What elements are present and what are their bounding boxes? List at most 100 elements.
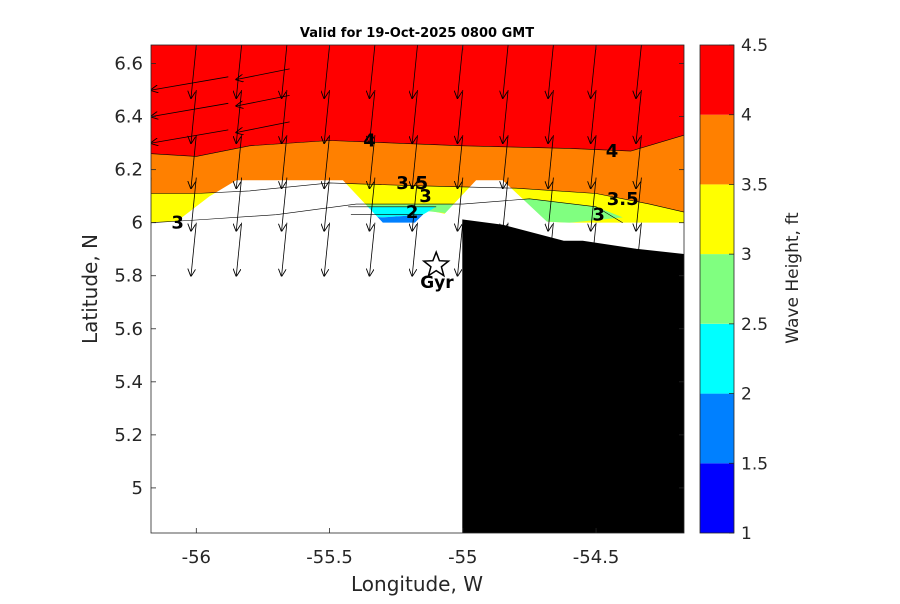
wave-vector [370, 90, 376, 143]
axes: -56 -55.5 -55 -54.5 5 5.2 5.4 5.6 5.8 6 6.2 6.4 6.6 [114, 45, 684, 568]
wave-vector [548, 90, 554, 143]
wave-vector [151, 177, 152, 182]
y-tick-label: 6 [132, 213, 143, 234]
wave-vector [412, 222, 418, 276]
colorbar-swatch [700, 254, 734, 324]
contour-label: 3.5 [396, 173, 428, 194]
colorbar-swatch [700, 114, 734, 185]
contour-band-band-3.5-4 [151, 135, 684, 213]
wave-vector [191, 45, 197, 98]
x-tick-label: -55 [448, 547, 477, 568]
wave-vector [458, 45, 464, 98]
wave-vector [151, 76, 229, 90]
x-tick-label: -54.5 [573, 547, 620, 568]
chart-title: Valid for 19-Oct-2025 0800 GMT [300, 26, 534, 41]
wave-vector [324, 177, 330, 231]
wave-vector [370, 222, 376, 276]
contour-label: 3 [419, 186, 432, 207]
wave-vector [324, 135, 330, 188]
colorbar-swatch [700, 45, 734, 115]
wave-vector [191, 222, 197, 276]
contour-band-band-4-4.5 [151, 45, 684, 157]
colorbar: 1 1.5 2 2.5 3 3.5 4 4.5 [699, 36, 768, 544]
wave-vector [236, 95, 290, 106]
wave-vector [236, 121, 290, 133]
wave-vector [503, 45, 509, 98]
x-axis-label: Longitude, W [351, 572, 483, 596]
wave-vector [236, 222, 242, 276]
wave-vector [548, 135, 554, 188]
x-tick-label: -55.5 [306, 547, 353, 568]
wave-vector [636, 90, 642, 143]
wave-vector [191, 135, 197, 188]
wave-vector [458, 222, 464, 276]
wave-vector [282, 177, 288, 231]
y-tick-label: 5 [132, 478, 143, 499]
plot-frame [150, 44, 685, 534]
wave-vector [503, 177, 509, 231]
wave-vector [503, 90, 509, 143]
contour-label: 3 [592, 205, 605, 226]
wave-vector [412, 177, 418, 231]
colorbar-tick-label: 4 [741, 106, 752, 126]
wave-vector [191, 177, 197, 231]
y-tick-label: 5.6 [114, 319, 143, 340]
wave-vector [191, 90, 197, 143]
colorbar-tick-label: 1 [741, 524, 752, 544]
wave-vector [282, 45, 288, 98]
colorbar-swatch [700, 393, 734, 464]
wave-vector [236, 68, 290, 80]
contour-line [151, 134, 684, 157]
colorbar-frame [699, 44, 735, 534]
wave-vector [412, 135, 418, 188]
wave-vector [324, 222, 330, 276]
wave-vector [412, 45, 418, 98]
y-tick-label: 6.4 [114, 107, 143, 128]
wave-vector [282, 90, 288, 143]
wave-vector [282, 222, 288, 276]
colorbar-tick-label: 3 [741, 245, 752, 265]
wave-vector [548, 222, 554, 276]
land-mass [462, 219, 684, 533]
wave-vector [503, 135, 509, 188]
contour-label: 2 [406, 202, 419, 223]
colorbar-tick-label: 1.5 [741, 454, 768, 474]
wave-vector [458, 177, 464, 231]
colorbar-tick-label: 2 [741, 385, 752, 405]
colorbar-swatch [700, 184, 734, 255]
wave-vector [458, 135, 464, 188]
wave-vector [503, 222, 509, 276]
wave-vector [151, 45, 152, 50]
wave-vector [412, 90, 418, 143]
colorbar-swatch [700, 323, 734, 394]
wave-vector [591, 135, 597, 188]
wave-vector [636, 222, 642, 276]
wave-vector [151, 222, 152, 227]
wave-vector [236, 45, 242, 98]
wave-vector [370, 45, 376, 98]
contour-label: 3.5 [607, 189, 639, 210]
wave-vector [548, 45, 554, 98]
y-tick-label: 5.4 [114, 372, 143, 393]
wave-vector [151, 102, 229, 116]
wave-vector [636, 177, 642, 231]
wave-vector [591, 45, 597, 98]
wave-vector [591, 177, 597, 231]
wave-vector [324, 90, 330, 143]
colorbar-tick-label: 2.5 [741, 315, 768, 335]
x-tick-label: -56 [182, 547, 211, 568]
wave-vector [636, 45, 642, 98]
colorbar-swatch [700, 463, 734, 533]
contour-label: 3 [171, 213, 184, 234]
wave-vector [591, 222, 597, 276]
wave-vector [591, 90, 597, 143]
wave-vector [458, 90, 464, 143]
colorbar-tick-label: 4.5 [741, 36, 768, 56]
wave-vector [236, 135, 242, 188]
station-star-icon [421, 249, 451, 278]
colorbar-tick-label: 3.5 [741, 175, 768, 195]
wave-vector [236, 177, 242, 231]
